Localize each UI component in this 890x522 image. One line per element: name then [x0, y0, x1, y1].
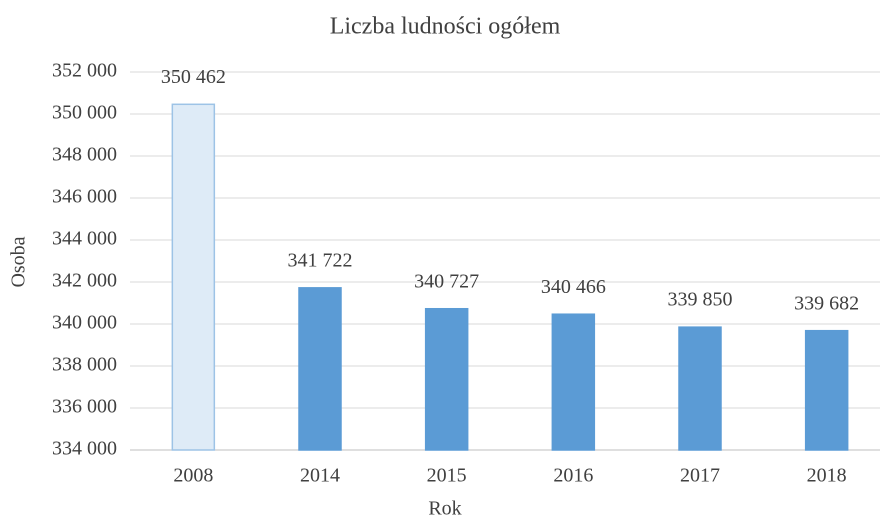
y-tick-label: 348 000	[52, 144, 117, 166]
y-tick-label: 340 000	[52, 312, 117, 334]
bar	[298, 287, 342, 451]
data-label: 339 682	[794, 292, 859, 314]
bar	[551, 313, 596, 451]
y-tick-label: 334 000	[52, 438, 117, 460]
data-label: 341 722	[288, 249, 353, 271]
data-label: 350 462	[161, 66, 226, 88]
x-axis-label: Rok	[428, 498, 461, 520]
bar	[804, 329, 849, 451]
x-tick-label: 2014	[300, 465, 340, 487]
y-tick-label: 352 000	[52, 60, 117, 82]
bar	[171, 103, 216, 451]
y-tick-label: 344 000	[52, 228, 117, 250]
y-tick-label: 346 000	[52, 186, 117, 208]
data-label: 339 850	[668, 289, 733, 311]
x-tick-label: 2016	[553, 465, 593, 487]
y-tick-label: 350 000	[52, 102, 117, 124]
data-label: 340 466	[541, 276, 606, 298]
bar	[678, 326, 722, 451]
x-tick-label: 2017	[680, 465, 720, 487]
data-label: 340 727	[414, 270, 479, 292]
y-tick-label: 336 000	[52, 396, 117, 418]
chart-title: Liczba ludności ogółem	[330, 14, 561, 40]
y-axis-label: Osoba	[8, 236, 30, 287]
y-tick-label: 342 000	[52, 270, 117, 292]
bar	[424, 307, 469, 451]
x-tick-label: 2008	[173, 465, 213, 487]
x-tick-label: 2018	[807, 465, 847, 487]
x-tick-label: 2015	[427, 465, 467, 487]
y-tick-label: 338 000	[52, 354, 117, 376]
